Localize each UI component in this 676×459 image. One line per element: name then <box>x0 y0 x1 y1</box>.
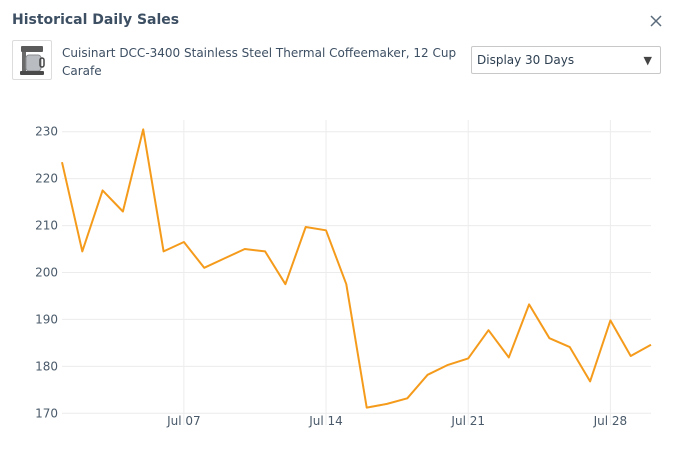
close-icon <box>650 15 662 27</box>
caret-down-icon: ▼ <box>643 53 652 67</box>
y-tick-label: 220 <box>35 172 58 186</box>
data-point[interactable] <box>505 353 513 361</box>
data-point[interactable] <box>342 280 350 288</box>
data-point[interactable] <box>139 125 147 133</box>
y-axis-ticks: 170 180 190 200 210 220 230 <box>35 125 58 421</box>
data-point[interactable] <box>566 343 574 351</box>
data-point[interactable] <box>241 245 249 253</box>
x-tick-label: Jul 14 <box>308 414 343 428</box>
data-point[interactable] <box>78 247 86 255</box>
data-point[interactable] <box>485 326 493 334</box>
data-point[interactable] <box>58 158 66 166</box>
data-point[interactable] <box>322 226 330 234</box>
close-button[interactable] <box>645 10 667 32</box>
data-point[interactable] <box>525 300 533 308</box>
data-point[interactable] <box>545 334 553 342</box>
data-point[interactable] <box>160 247 168 255</box>
product-thumbnail <box>12 40 52 80</box>
data-point[interactable] <box>302 223 310 231</box>
data-point[interactable] <box>627 352 635 360</box>
data-point[interactable] <box>647 341 655 349</box>
x-tick-label: Jul 07 <box>166 414 201 428</box>
data-point[interactable] <box>281 280 289 288</box>
data-point[interactable] <box>586 377 594 385</box>
dialog-title: Historical Daily Sales <box>12 12 180 28</box>
data-point[interactable] <box>200 264 208 272</box>
data-point[interactable] <box>424 371 432 379</box>
y-tick-label: 200 <box>35 266 58 280</box>
data-point[interactable] <box>606 316 614 324</box>
y-tick-label: 230 <box>35 125 58 139</box>
data-point[interactable] <box>403 394 411 402</box>
coffeemaker-icon <box>20 46 45 75</box>
data-point[interactable] <box>119 208 127 216</box>
data-point[interactable] <box>220 254 228 262</box>
data-point[interactable] <box>99 186 107 194</box>
days-range-select[interactable]: Display 30 Days ▼ <box>471 46 661 74</box>
data-point[interactable] <box>261 247 269 255</box>
x-tick-label: Jul 28 <box>593 414 628 428</box>
y-tick-label: 170 <box>35 406 58 420</box>
x-tick-label: Jul 21 <box>450 414 485 428</box>
data-point[interactable] <box>363 404 371 412</box>
y-tick-label: 190 <box>35 312 58 326</box>
x-axis-ticks: Jul 07 Jul 14 Jul 21 Jul 28 <box>166 414 627 428</box>
data-point[interactable] <box>180 238 188 246</box>
y-tick-label: 180 <box>35 359 58 373</box>
data-point[interactable] <box>444 361 452 369</box>
chart-grid <box>62 120 651 425</box>
data-point[interactable] <box>383 400 391 408</box>
y-tick-label: 210 <box>35 219 58 233</box>
data-point[interactable] <box>464 354 472 362</box>
product-name: Cuisinart DCC-3400 Stainless Steel Therm… <box>62 46 457 78</box>
sales-series-line <box>61 128 652 409</box>
days-range-selected-value: Display 30 Days <box>477 53 575 67</box>
sales-series-points <box>58 125 655 411</box>
